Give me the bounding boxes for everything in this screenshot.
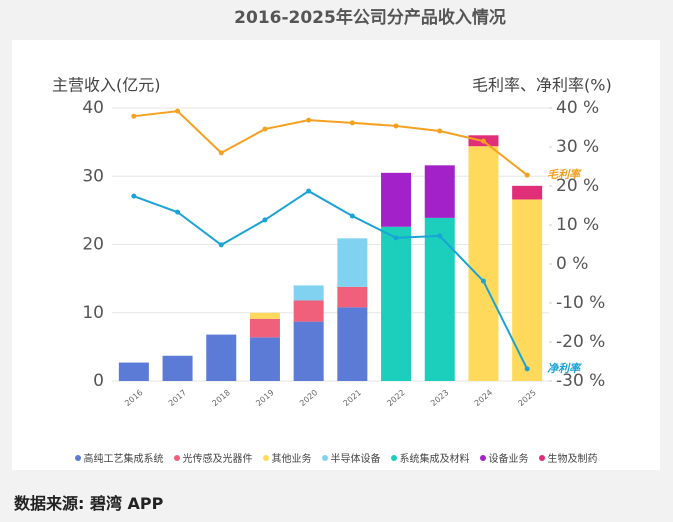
legend-swatch (321, 454, 328, 461)
line-point (131, 193, 137, 199)
y2-tick-label: -10 % (556, 293, 605, 313)
legend: 高纯工艺集成系统 光传感及光器件 其他业务 半导体设备 系统集成及材料 设备业务 生物及制药 (12, 450, 660, 465)
y2-tick-label: 30 % (556, 137, 599, 157)
legend-swatch (390, 454, 397, 461)
bar-segment (206, 334, 237, 381)
legend-swatch (74, 454, 81, 461)
bar-segment (468, 146, 499, 381)
bar-segment (337, 307, 368, 381)
legend-item: 生物及制药 (538, 450, 598, 465)
bar-segment (249, 318, 280, 338)
y2-tick-label: 10 % (556, 215, 599, 235)
bar-segment (512, 199, 543, 381)
line-point (524, 366, 530, 372)
y2-tick-label: -20 % (556, 332, 605, 352)
bar-segment (249, 337, 280, 381)
legend-item: 设备业务 (479, 450, 529, 465)
y2-tick-label: -30 % (556, 371, 605, 391)
legend-swatch (173, 454, 180, 461)
line-point (306, 117, 312, 123)
y-tick-label: 10 (82, 303, 104, 323)
line-point (218, 150, 224, 156)
y-tick-label: 40 (82, 98, 104, 118)
y-tick-label: 20 (82, 235, 104, 255)
legend-item: 其他业务 (262, 450, 312, 465)
y2-axis-label: 毛利率、净利率(%) (472, 76, 612, 95)
bar-segment (424, 217, 455, 381)
bar-segment (118, 362, 149, 381)
bar-segment (337, 238, 368, 287)
y-axis-label: 主营收入(亿元) (52, 76, 161, 95)
legend-label: 生物及制药 (547, 454, 598, 465)
bar-segment (293, 321, 324, 381)
bar-segment (381, 226, 412, 381)
source: 数据来源: 碧湾 APP (14, 494, 164, 513)
y2-tick-label: 40 % (556, 98, 599, 118)
legend-item: 高纯工艺集成系统 (74, 450, 164, 465)
line-point (131, 113, 137, 119)
line-point (262, 126, 268, 132)
line-point (349, 120, 355, 126)
bar-segment (512, 185, 543, 200)
legend-swatch (479, 454, 486, 461)
line-point (262, 217, 268, 223)
y2-tick-label: 0 % (556, 254, 588, 274)
line-point (175, 209, 181, 215)
chart-title: 2016-2025年公司分产品收入情况 (234, 7, 506, 28)
line-point (480, 138, 486, 144)
legend-label: 其他业务 (271, 454, 312, 465)
legend-label: 半导体设备 (330, 454, 381, 465)
legend-item: 系统集成及材料 (390, 450, 470, 465)
line-point (437, 233, 443, 239)
bar-segment (293, 285, 324, 301)
line-end-label: 净利率 (547, 362, 582, 375)
line-point (175, 108, 181, 114)
bar-segment (162, 355, 193, 381)
bar-segment (293, 300, 324, 322)
line-point (437, 128, 443, 134)
legend-label: 高纯工艺集成系统 (83, 454, 164, 465)
bar-segment (337, 286, 368, 308)
y2-tick-label: 20 % (556, 176, 599, 196)
line-point (393, 123, 399, 129)
y-tick-label: 30 (82, 166, 104, 186)
line-point (393, 235, 399, 241)
legend-swatch (262, 454, 269, 461)
bar-segment (424, 165, 455, 218)
line-end-label: 毛利率 (547, 168, 582, 181)
legend-label: 光传感及光器件 (182, 454, 253, 465)
legend-item: 光传感及光器件 (173, 450, 253, 465)
legend-label: 设备业务 (488, 454, 529, 465)
legend-label: 系统集成及材料 (399, 454, 470, 465)
line-point (349, 213, 355, 219)
line-series (133, 110, 528, 176)
line-point (524, 172, 530, 178)
line-point (218, 242, 224, 248)
y-tick-label: 0 (93, 371, 104, 391)
bar-segment (381, 172, 412, 227)
plot-panel (12, 40, 660, 470)
legend-item: 半导体设备 (321, 450, 381, 465)
line-series (133, 189, 529, 370)
line-point (480, 278, 486, 284)
bar-segment (249, 312, 280, 319)
line-point (306, 188, 312, 194)
legend-swatch (538, 454, 545, 461)
